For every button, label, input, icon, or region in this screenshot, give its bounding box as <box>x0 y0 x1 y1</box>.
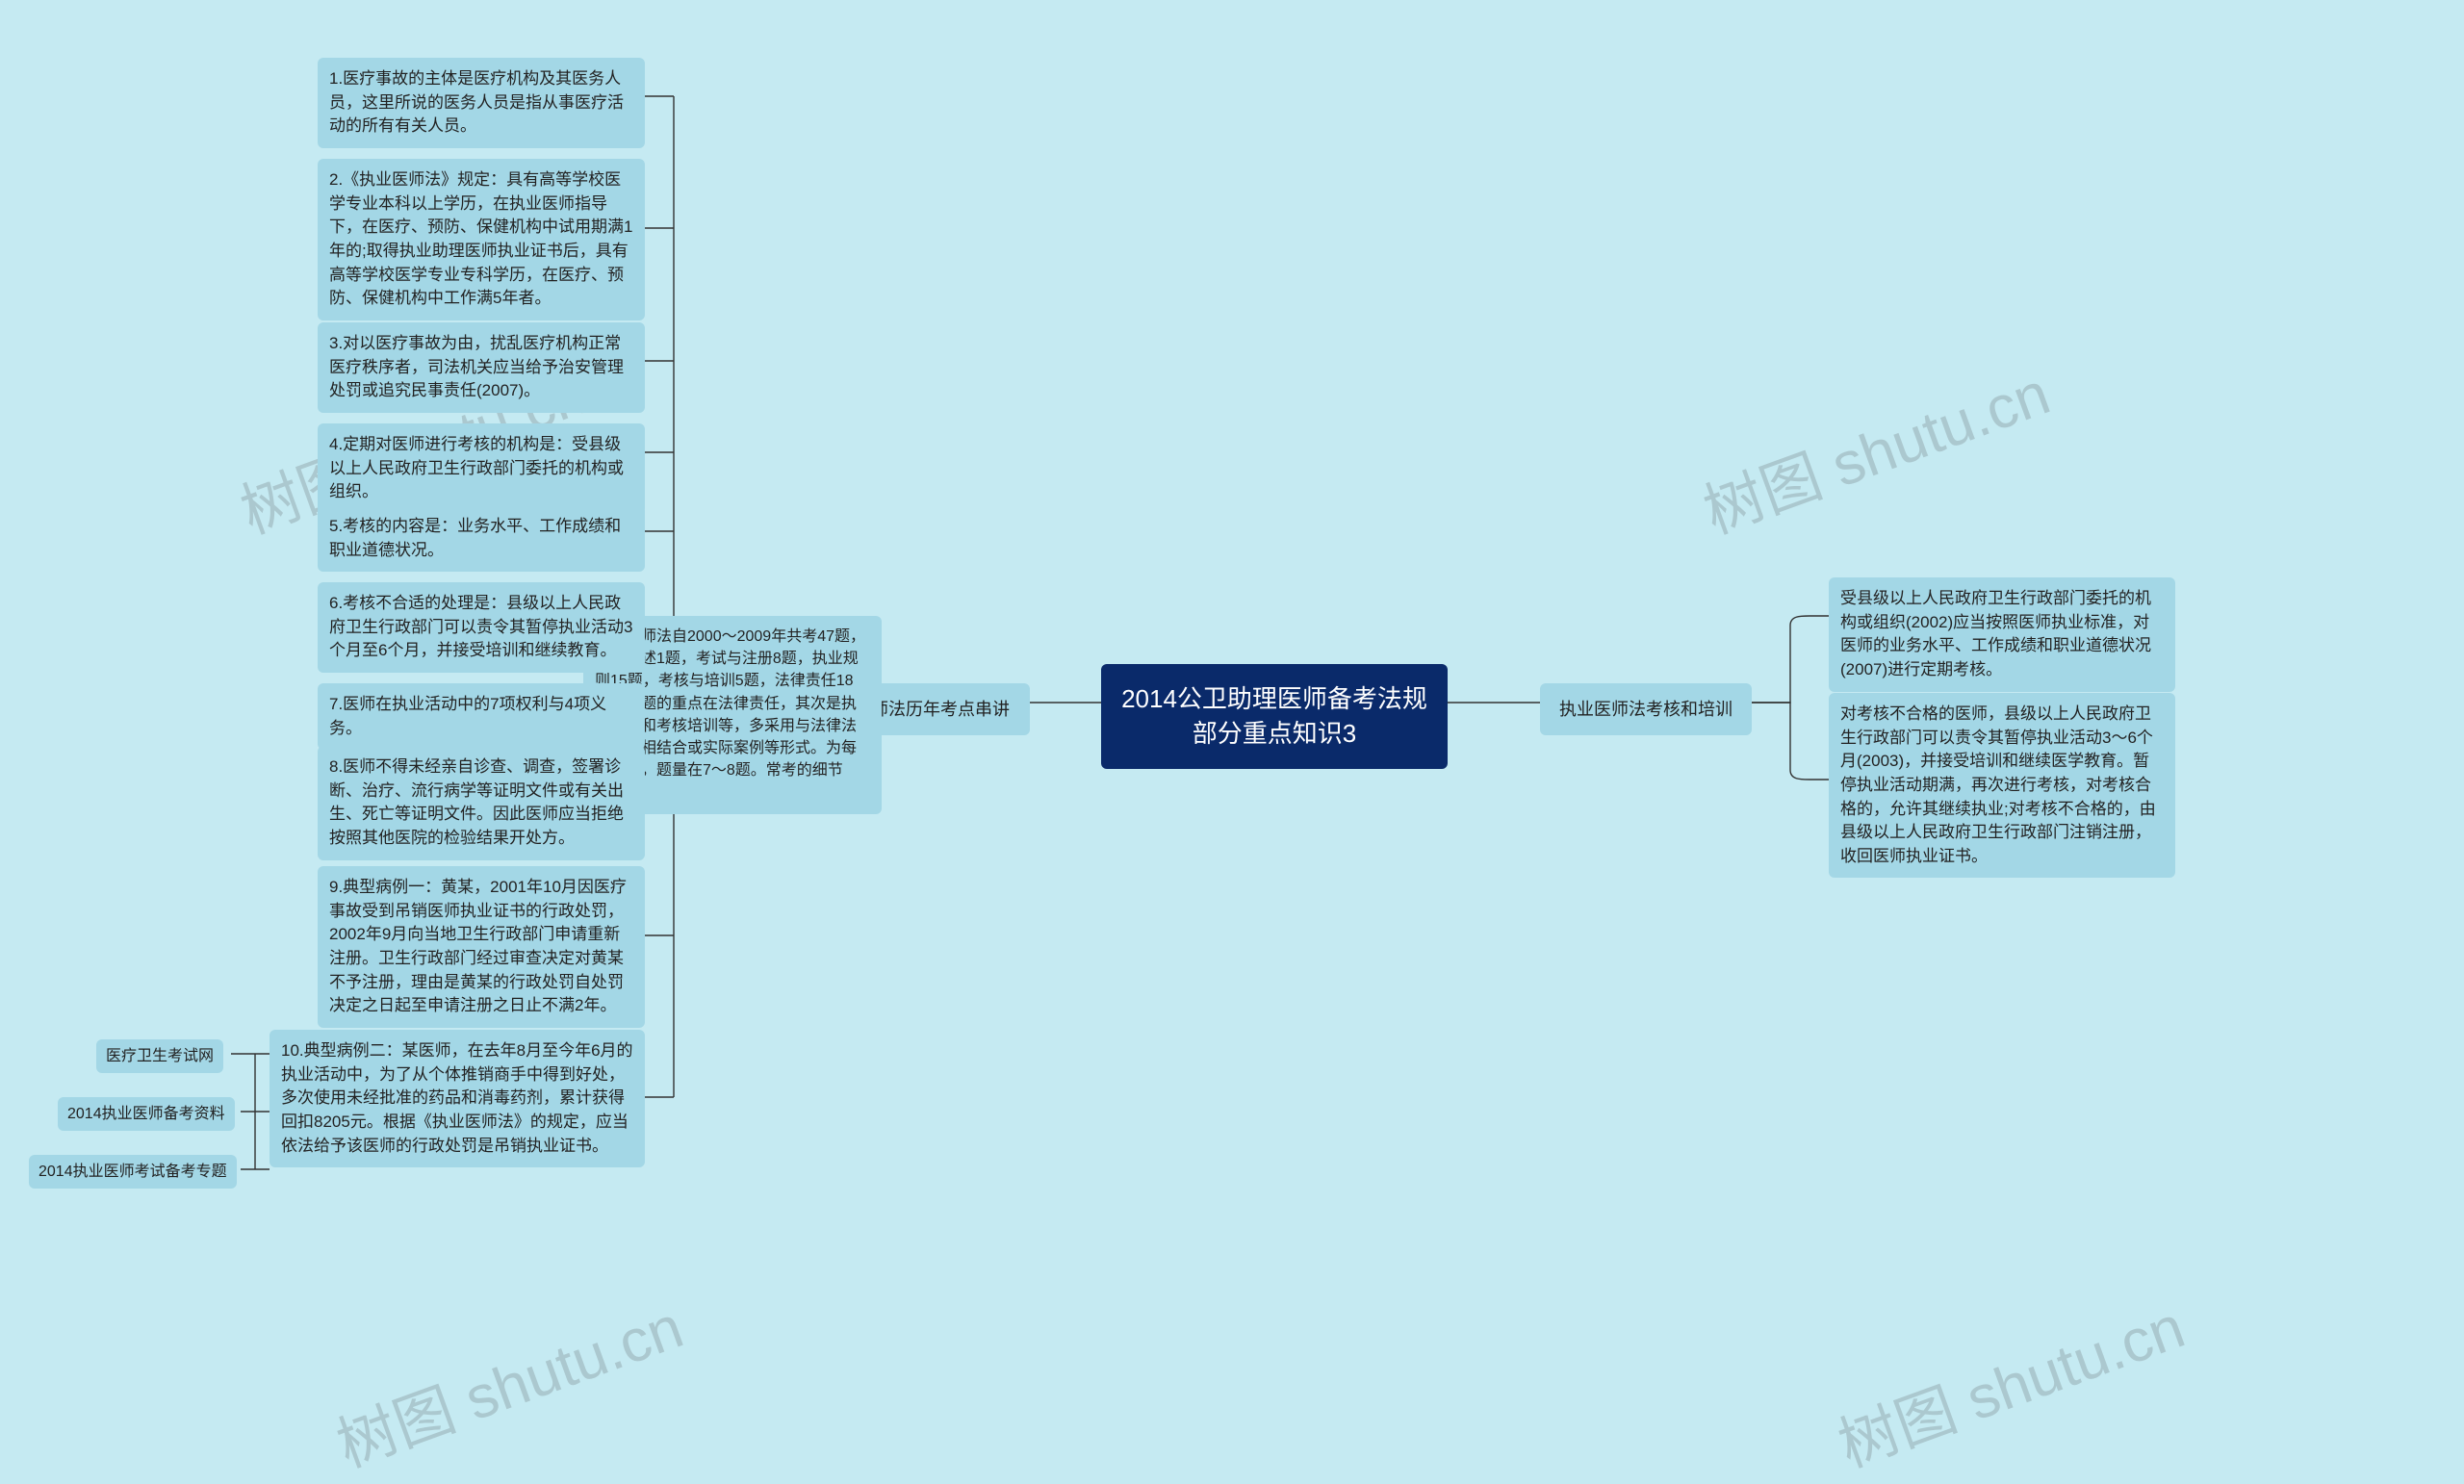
left-leaf-4: 4.定期对医师进行考核的机构是：受县级以上人民政府卫生行政部门委托的机构或组织。 <box>318 423 645 514</box>
left-leaf-5: 5.考核的内容是：业务水平、工作成绩和职业道德状况。 <box>318 505 645 572</box>
left-leaf-1: 1.医疗事故的主体是医疗机构及其医务人员，这里所说的医务人员是指从事医疗活动的所… <box>318 58 645 148</box>
watermark-3: 树图 shutu.cn <box>323 1278 693 1483</box>
root-node: 2014公卫助理医师备考法规部分重点知识3 <box>1101 664 1448 769</box>
ref-2: 2014执业医师备考资料 <box>58 1097 235 1131</box>
left-leaf-9: 9.典型病例一：黄某，2001年10月因医疗事故受到吊销医师执业证书的行政处罚，… <box>318 866 645 1028</box>
branch-right: 执业医师法考核和培训 <box>1540 683 1752 735</box>
left-leaf-3: 3.对以医疗事故为由，扰乱医疗机构正常医疗秩序者，司法机关应当给予治安管理处罚或… <box>318 322 645 413</box>
left-leaf-7: 7.医师在执业活动中的7项权利与4项义务。 <box>318 683 645 750</box>
left-leaf-10: 10.典型病例二：某医师，在去年8月至今年6月的执业活动中，为了从个体推销商手中… <box>270 1030 645 1167</box>
left-leaf-2: 2.《执业医师法》规定：具有高等学校医学专业本科以上学历，在执业医师指导下，在医… <box>318 159 645 320</box>
right-leaf-2: 对考核不合格的医师，县级以上人民政府卫生行政部门可以责令其暂停执业活动3～6个月… <box>1829 693 2175 878</box>
left-leaf-8: 8.医师不得未经亲自诊查、调查，签署诊断、治疗、流行病学等证明文件或有关出生、死… <box>318 746 645 860</box>
watermark-2: 树图 shutu.cn <box>1690 345 2060 550</box>
right-leaf-1: 受县级以上人民政府卫生行政部门委托的机构或组织(2002)应当按照医师执业标准，… <box>1829 577 2175 692</box>
ref-1: 医疗卫生考试网 <box>96 1039 223 1073</box>
ref-3: 2014执业医师考试备考专题 <box>29 1155 237 1189</box>
watermark-4: 树图 shutu.cn <box>1825 1278 2194 1483</box>
left-leaf-6: 6.考核不合适的处理是：县级以上人民政府卫生行政部门可以责令其暂停执业活动3个月… <box>318 582 645 673</box>
